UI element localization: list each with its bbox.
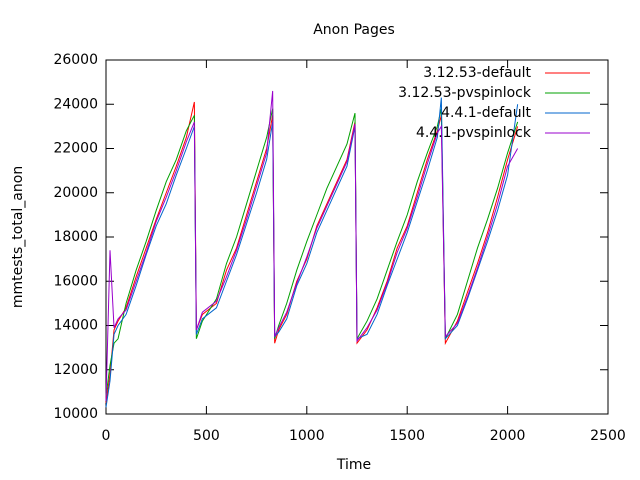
y-tick-label: 24000 [53,96,98,112]
y-tick-label: 14000 [53,318,98,334]
plot-border [105,59,609,415]
series-line [105,97,519,408]
y-tick-label: 10000 [53,406,98,422]
x-tick-label: 1000 [289,428,325,444]
chart-title: Anon Pages [313,22,395,38]
x-tick-label: 2500 [590,428,626,444]
y-tick-label: 22000 [53,141,98,157]
x-tick-label: 1500 [389,428,425,444]
x-axis-label: Time [336,457,371,473]
y-axis-label: mmtests_total_anon [10,166,26,308]
y-tick-label: 20000 [53,185,98,201]
x-tick-label: 500 [193,428,220,444]
series-line [105,90,519,401]
series-line [105,108,519,397]
x-tick-label: 0 [102,428,111,444]
y-tick-label: 12000 [53,362,98,378]
legend-label: 4.4.1-pvspinlock [416,125,532,141]
y-tick-label: 26000 [53,52,98,68]
y-tick-label: 18000 [53,229,98,245]
legend-label: 3.12.53-default [423,65,531,81]
y-tick-label: 16000 [53,273,98,289]
legend-label: 3.12.53-pvspinlock [398,85,532,101]
x-tick-label: 2000 [490,428,526,444]
legend-label: 4.4.1-default [441,105,531,121]
series-line [105,101,519,404]
